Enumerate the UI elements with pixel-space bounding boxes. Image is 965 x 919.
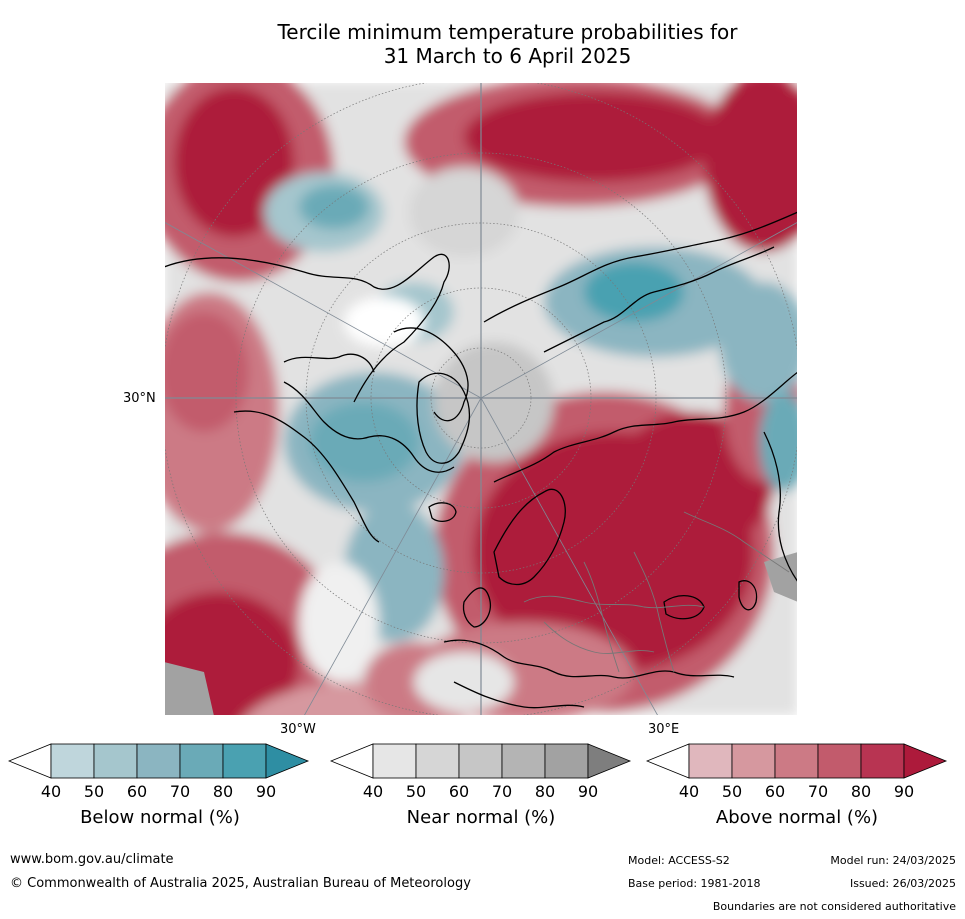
forecast-map (164, 82, 798, 716)
near-tick-90: 90 (577, 782, 599, 801)
below-tick-40: 40 (40, 782, 62, 801)
model-run-text: Model run: 24/03/2025 (830, 854, 956, 867)
above-tick-70: 70 (807, 782, 829, 801)
coastlines (164, 211, 798, 709)
below-swatch-5 (222, 743, 267, 779)
below-swatch-3 (136, 743, 181, 779)
disclaimer-text: Boundaries are not considered authoritat… (712, 900, 956, 913)
lon-label-30e: 30°E (648, 722, 680, 737)
title-line-2: 31 March to 6 April 2025 (383, 44, 632, 68)
below-swatch-4 (179, 743, 224, 779)
colorbar-above (646, 743, 948, 779)
website-link[interactable]: www.bom.gov.au/climate (10, 852, 174, 867)
map-title: Tercile minimum temperature probabilitie… (160, 20, 855, 68)
borders (523, 511, 790, 673)
near-swatch-2 (415, 743, 460, 779)
title-line-1: Tercile minimum temperature probabilitie… (277, 20, 738, 44)
above-region-ne (704, 82, 798, 252)
near-tick-80: 80 (534, 782, 556, 801)
near-tick-50: 50 (405, 782, 427, 801)
above-low-extension (646, 743, 690, 779)
below-high-extension (265, 743, 310, 779)
below-swatch-2 (93, 743, 138, 779)
above-swatch-2 (731, 743, 776, 779)
colorbar-near (330, 743, 632, 779)
above-tick-90: 90 (893, 782, 915, 801)
near-swatch-1 (372, 743, 417, 779)
above-swatch-5 (860, 743, 905, 779)
below-tick-50: 50 (83, 782, 105, 801)
near-swatch-3 (458, 743, 503, 779)
model-text: Model: ACCESS-S2 (628, 854, 730, 867)
near-swatch-4 (501, 743, 546, 779)
lat-label-30n: 30°N (123, 391, 156, 406)
above-tick-80: 80 (850, 782, 872, 801)
legend-label-below: Below normal (%) (80, 807, 240, 828)
below-tick-70: 70 (169, 782, 191, 801)
above-tick-40: 40 (678, 782, 700, 801)
below-swatch-1 (50, 743, 95, 779)
below-tick-90: 90 (255, 782, 277, 801)
near-swatch-5 (544, 743, 589, 779)
above-swatch-3 (774, 743, 819, 779)
legend-label-near: Near normal (%) (406, 807, 556, 828)
below-tick-80: 80 (212, 782, 234, 801)
copyright-text: © Commonwealth of Australia 2025, Austra… (10, 876, 471, 891)
above-swatch-1 (688, 743, 733, 779)
near-tick-60: 60 (448, 782, 470, 801)
lon-label-30w: 30°W (280, 722, 316, 737)
below-tick-60: 60 (126, 782, 148, 801)
above-tick-60: 60 (764, 782, 786, 801)
above-high-extension (903, 743, 948, 779)
meridians (164, 82, 798, 716)
near-high-extension (587, 743, 632, 779)
near-tick-40: 40 (362, 782, 384, 801)
above-swatch-4 (817, 743, 862, 779)
near-low-extension (330, 743, 374, 779)
base-period-text: Base period: 1981-2018 (628, 877, 761, 890)
below-low-extension (8, 743, 52, 779)
issued-text: Issued: 26/03/2025 (849, 877, 956, 890)
above-tick-50: 50 (721, 782, 743, 801)
colorbar-below (8, 743, 310, 779)
legend-label-above: Above normal (%) (715, 807, 879, 828)
near-tick-70: 70 (491, 782, 513, 801)
